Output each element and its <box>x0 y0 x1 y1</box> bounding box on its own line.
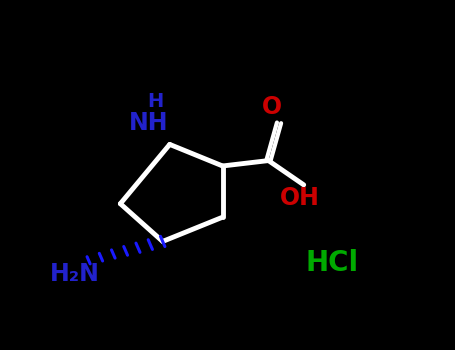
Text: H: H <box>147 92 164 111</box>
Text: NH: NH <box>129 111 168 135</box>
Text: H₂N: H₂N <box>50 262 100 286</box>
Text: HCl: HCl <box>305 249 359 277</box>
Text: O: O <box>262 95 282 119</box>
Text: OH: OH <box>280 186 320 210</box>
